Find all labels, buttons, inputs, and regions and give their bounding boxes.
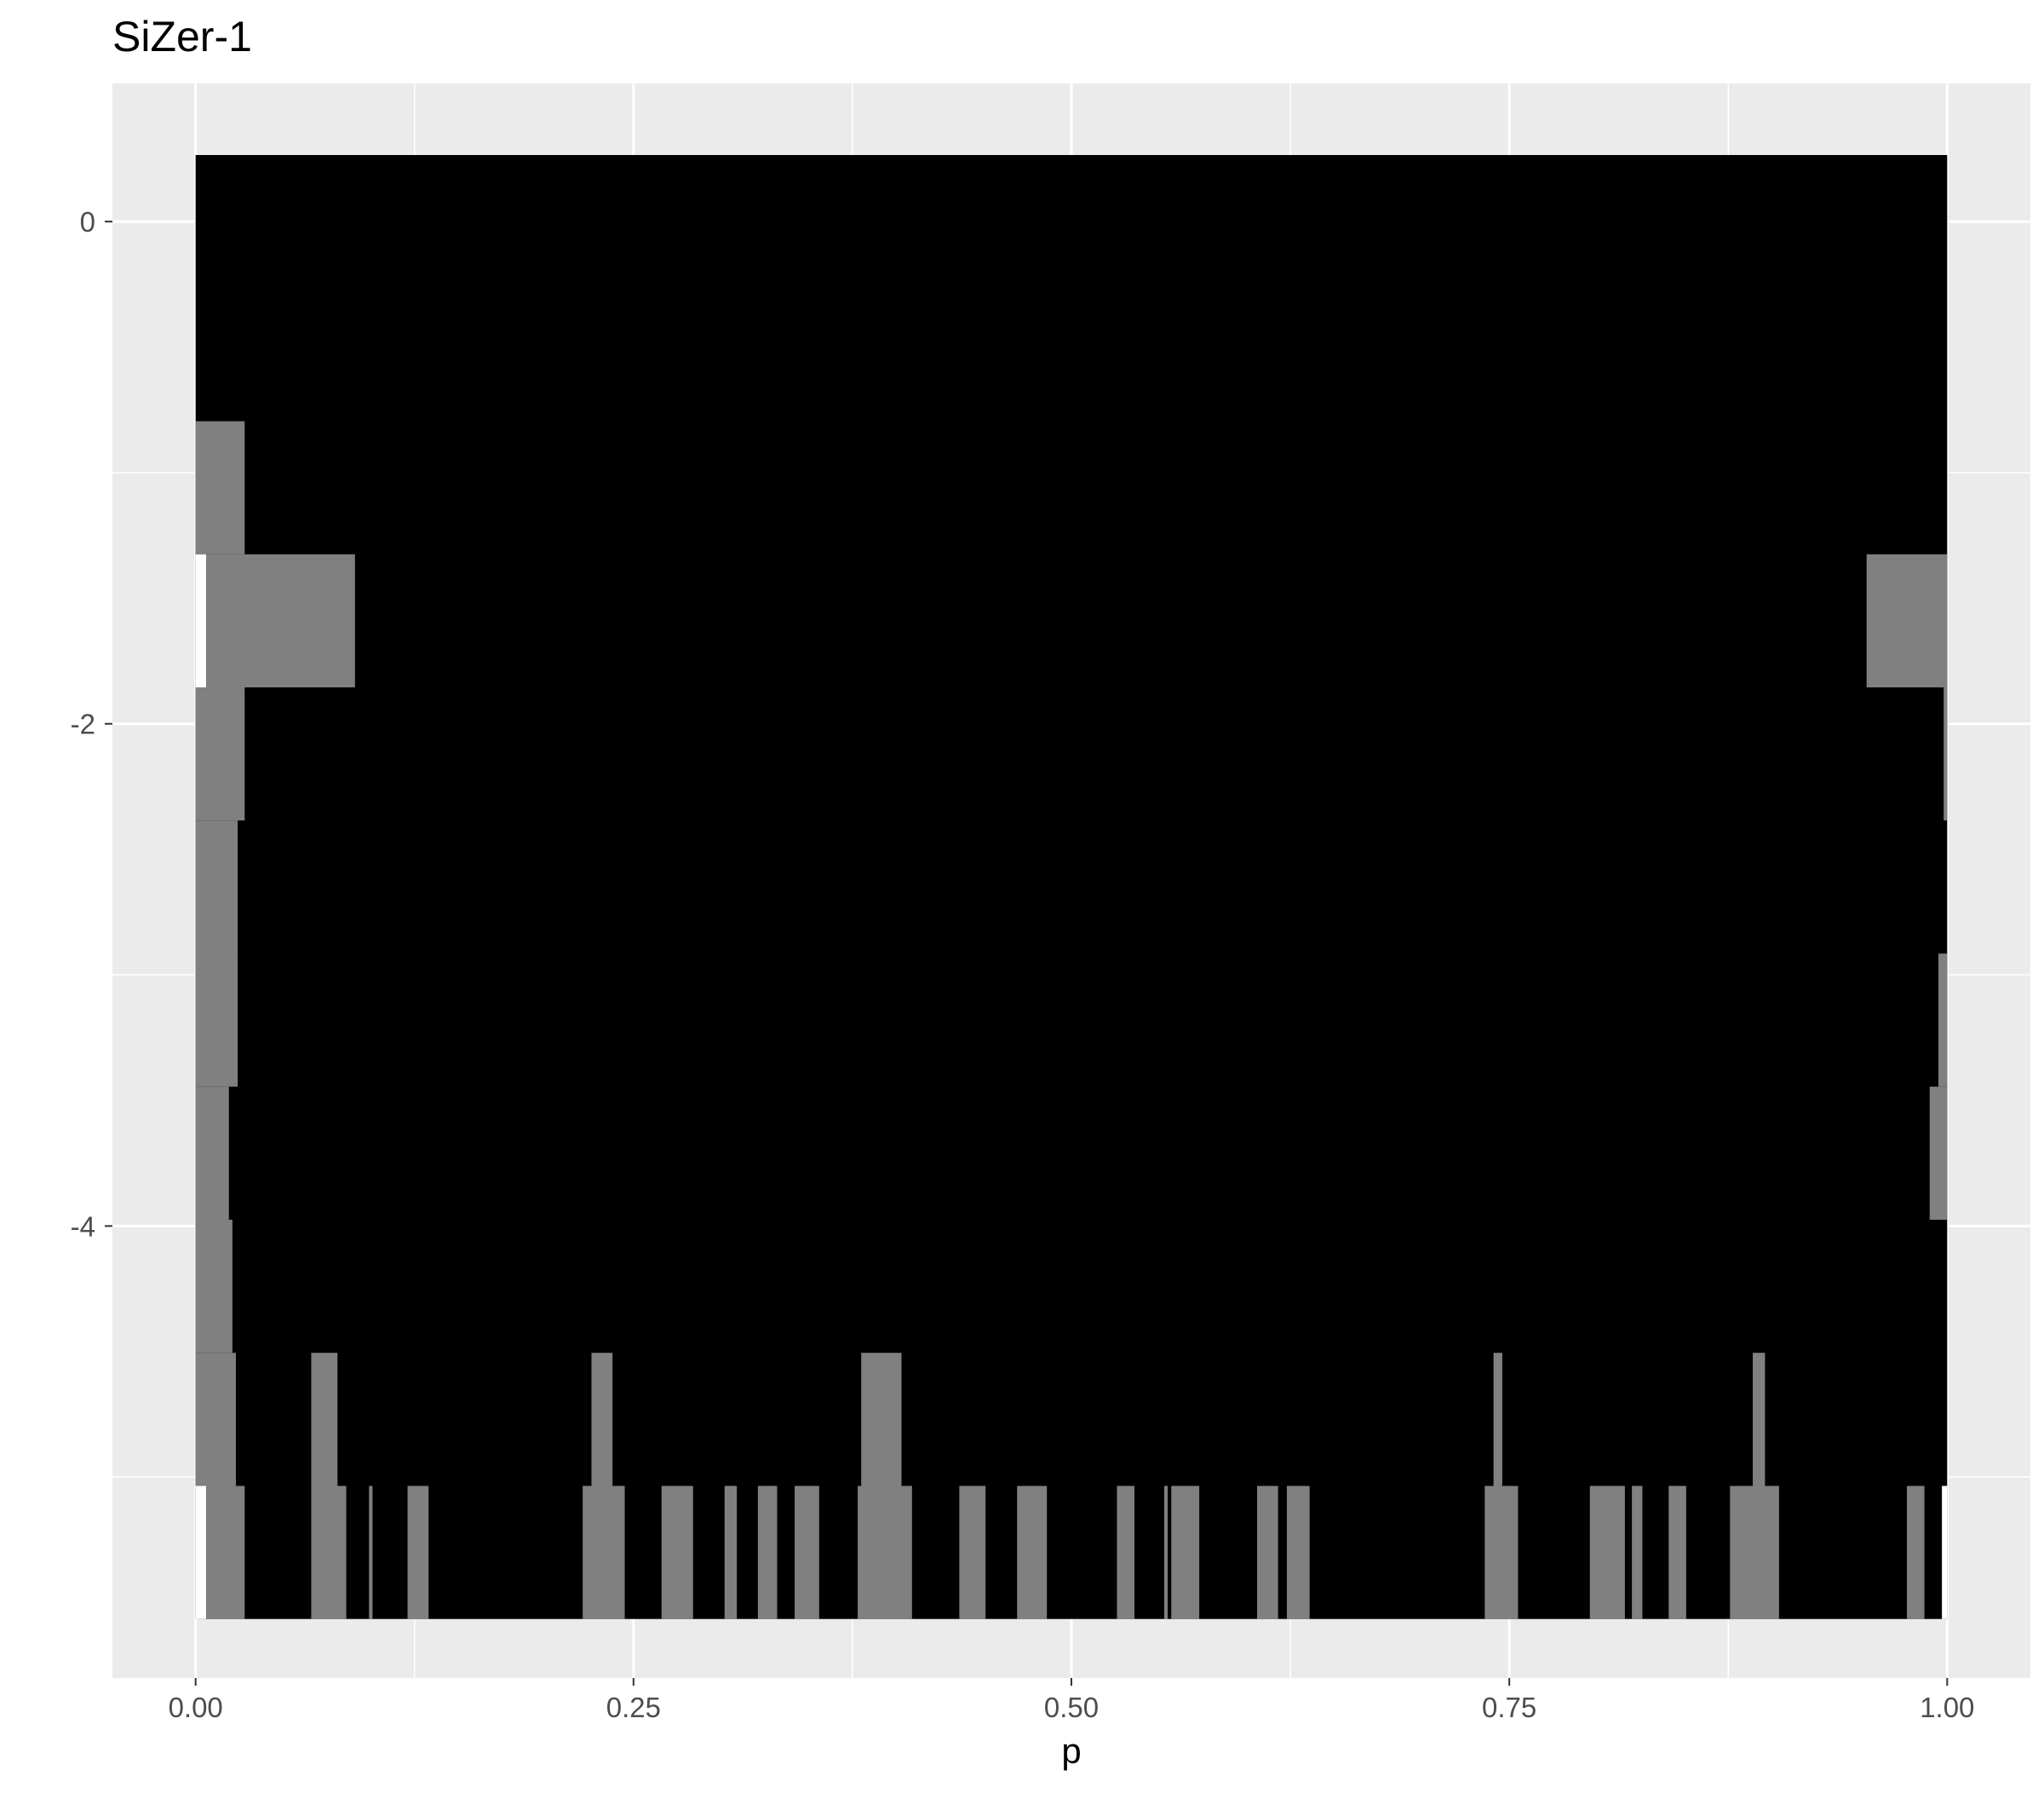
chart-title: SiZer-1: [112, 13, 252, 60]
heatmap-cell: [195, 1486, 207, 1619]
heatmap-cell: [1730, 1486, 1779, 1619]
heatmap-cell: [583, 1486, 625, 1619]
heatmap-cell: [195, 820, 238, 954]
heatmap-cell: [1117, 1486, 1135, 1619]
y-tick-label: -4: [71, 1210, 95, 1242]
heatmap-cells: [195, 155, 1948, 1619]
heatmap-cell: [1938, 953, 1948, 1087]
x-tick-label: 1.00: [1920, 1692, 1974, 1723]
heatmap-cell: [795, 1486, 819, 1619]
heatmap-cell: [1286, 1486, 1310, 1619]
heatmap-background-cell: [195, 155, 1948, 1619]
heatmap-cell: [311, 1353, 338, 1486]
heatmap-cell: [206, 1486, 245, 1619]
heatmap-cell: [1944, 687, 1948, 821]
heatmap-cell: [1257, 1486, 1278, 1619]
heatmap-cell: [1753, 1353, 1766, 1486]
heatmap-cell: [407, 1486, 429, 1619]
y-tick-label: -2: [71, 709, 95, 740]
x-tick-label: 0.25: [606, 1692, 661, 1723]
heatmap-cell: [195, 1086, 229, 1220]
heatmap-cell: [1164, 1486, 1168, 1619]
heatmap-cell: [1668, 1486, 1686, 1619]
x-tick-label: 0.75: [1482, 1692, 1536, 1723]
heatmap-cell: [661, 1486, 693, 1619]
x-tick-label: 0.50: [1044, 1692, 1099, 1723]
heatmap-cell: [1589, 1486, 1625, 1619]
x-tick-label: 0.00: [169, 1692, 223, 1723]
heatmap-cell: [195, 1219, 233, 1353]
heatmap-cell: [861, 1353, 902, 1486]
heatmap-cell: [195, 421, 245, 555]
heatmap-cell: [206, 554, 355, 688]
heatmap-cell: [311, 1486, 347, 1619]
heatmap-cell: [959, 1486, 986, 1619]
heatmap-cell: [1484, 1486, 1519, 1619]
heatmap-cell: [1632, 1486, 1643, 1619]
heatmap-cell: [1017, 1486, 1048, 1619]
heatmap-cell: [858, 1486, 912, 1619]
heatmap-cell: [1866, 554, 1948, 688]
x-axis-label: p: [1061, 1731, 1081, 1771]
heatmap-cell: [757, 1486, 778, 1619]
heatmap-cell: [724, 1486, 738, 1619]
heatmap-cell: [195, 687, 245, 821]
heatmap-cell: [591, 1353, 613, 1486]
heatmap-cell: [1907, 1486, 1925, 1619]
heatmap-cell: [369, 1486, 373, 1619]
heatmap-cell: [195, 554, 207, 688]
y-tick-label: 0: [80, 206, 95, 238]
heatmap-cell: [1493, 1353, 1502, 1486]
heatmap-cell: [1942, 1486, 1948, 1619]
heatmap-cell: [195, 953, 238, 1087]
heatmap-cell: [1171, 1486, 1200, 1619]
heatmap-cell: [195, 1353, 236, 1486]
heatmap-cell: [1929, 1086, 1948, 1220]
axes: 0.00 0.25 0.50 0.75 1.00 0 -2 -4: [71, 206, 1975, 1723]
